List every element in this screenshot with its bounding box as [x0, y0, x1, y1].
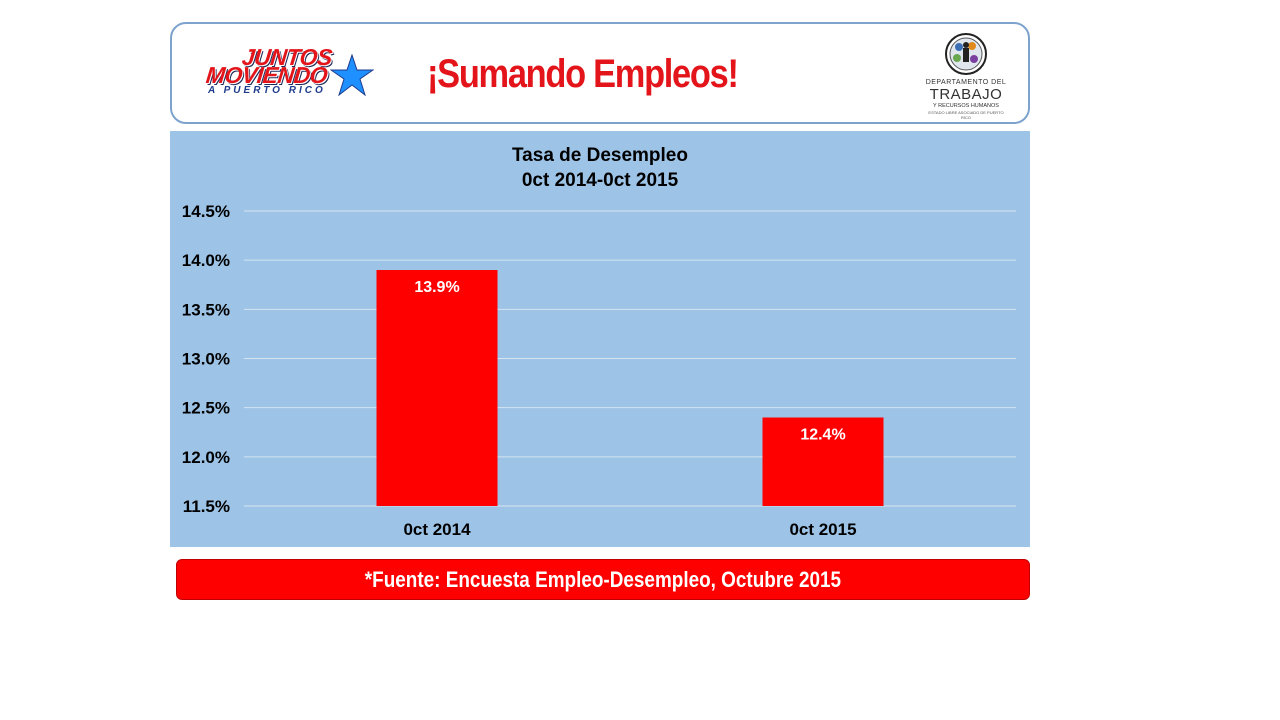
x-tick-label: 0ct 2015 — [789, 520, 856, 539]
logo-text-recursos: Y RECURSOS HUMANOS — [933, 103, 999, 109]
logo-text-puerto-rico: A PUERTO RICO — [208, 85, 326, 96]
departamento-trabajo-logo: DEPARTAMENTO DEL TRABAJO Y RECURSOS HUMA… — [924, 32, 1008, 122]
logo-text-ela: ESTADO LIBRE ASOCIADO DE PUERTO RICO — [928, 110, 1004, 120]
juntos-moviendo-logo: JUNTOS MOVIENDO A PUERTO RICO — [204, 44, 384, 104]
seal-icon — [945, 33, 987, 75]
y-tick-label: 13.5% — [182, 300, 230, 319]
header-panel: JUNTOS MOVIENDO A PUERTO RICO ¡Sumando E… — [170, 22, 1030, 124]
bar — [376, 270, 498, 506]
y-tick-label: 13.0% — [182, 350, 230, 369]
source-banner: *Fuente: Encuesta Empleo-Desempleo, Octu… — [176, 559, 1030, 600]
x-tick-label: 0ct 2014 — [403, 520, 471, 539]
y-tick-label: 11.5% — [183, 497, 230, 516]
chart-panel: Tasa de Desempleo 0ct 2014-0ct 2015 11.5… — [170, 131, 1030, 547]
bar-data-label: 12.4% — [800, 427, 845, 444]
logo-text-departamento: DEPARTAMENTO DEL — [925, 79, 1007, 86]
chart-title-line1: Tasa de Desempleo — [511, 145, 688, 166]
star-icon — [330, 54, 374, 96]
bar — [762, 417, 884, 506]
chart-title: Tasa de Desempleo 0ct 2014-0ct 2015 — [170, 143, 1030, 193]
y-tick-label: 14.5% — [182, 202, 230, 221]
y-tick-label: 14.0% — [182, 251, 230, 270]
page-title: ¡Sumando Empleos! — [427, 52, 739, 96]
logo-text-moviendo: MOVIENDO — [204, 62, 329, 88]
source-text: *Fuente: Encuesta Empleo-Desempleo, Octu… — [364, 567, 842, 592]
bar-chart: 11.5% 12.0% 12.5% 13.0% 13.5% 14.0% 14.5% 13.9%… — [182, 202, 1016, 539]
bar-data-label: 13.9% — [414, 279, 459, 296]
logo-text-trabajo: TRABAJO — [929, 86, 1003, 103]
y-tick-label: 12.5% — [182, 399, 230, 418]
chart-title-line2: 0ct 2014-0ct 2015 — [521, 170, 679, 191]
y-tick-label: 12.0% — [182, 448, 230, 467]
